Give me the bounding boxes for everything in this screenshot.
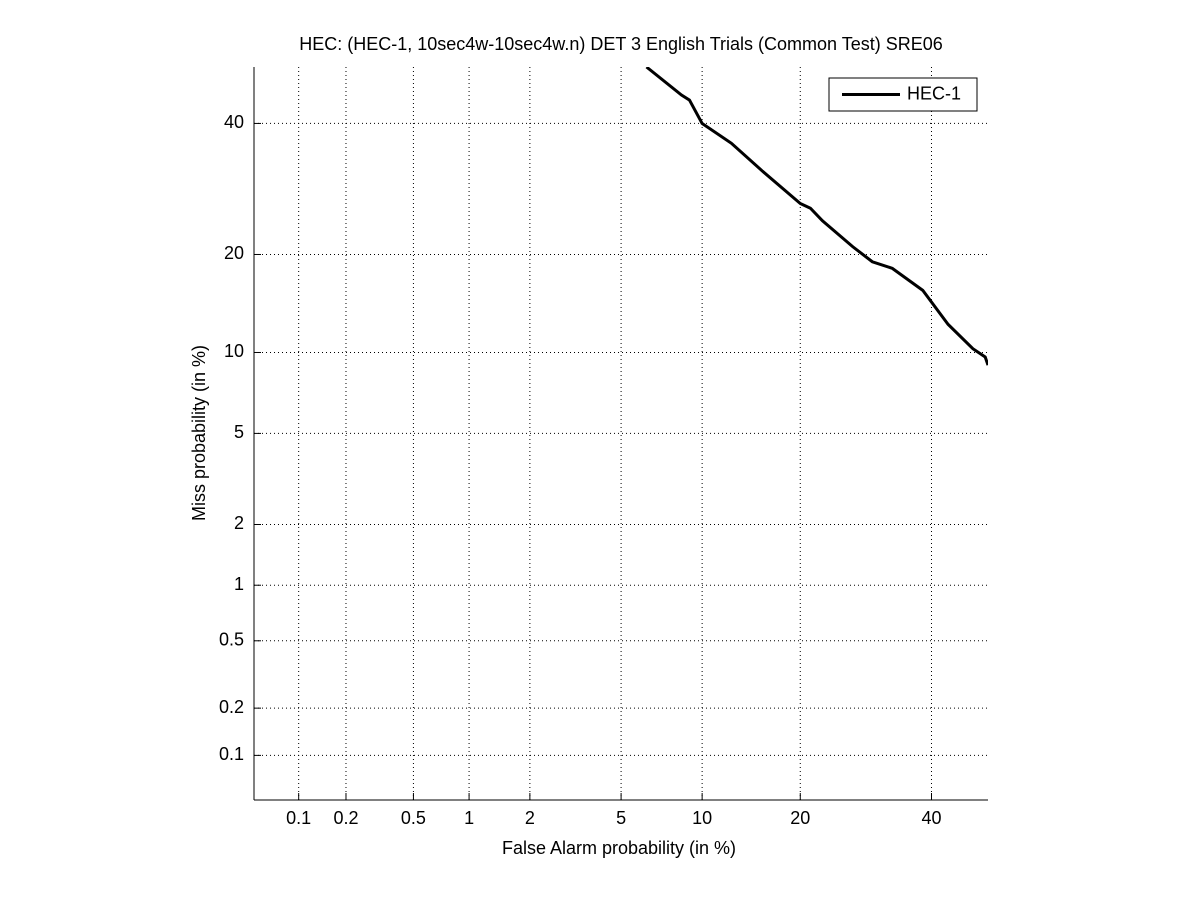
y-tick-label: 1 (234, 574, 244, 594)
legend-label: HEC-1 (907, 83, 961, 103)
x-axis-label: False Alarm probability (in %) (502, 838, 736, 858)
x-tick-label: 20 (790, 808, 810, 828)
y-tick-label: 0.5 (219, 630, 244, 650)
y-tick-label: 0.1 (219, 744, 244, 764)
x-tick-label: 5 (616, 808, 626, 828)
x-tick-label: 1 (464, 808, 474, 828)
chart-title: HEC: (HEC-1, 10sec4w-10sec4w.n) DET 3 En… (299, 34, 943, 54)
y-axis-label: Miss probability (in %) (189, 345, 209, 521)
x-tick-label: 0.1 (286, 808, 311, 828)
x-tick-label: 10 (692, 808, 712, 828)
y-tick-label: 5 (234, 422, 244, 442)
x-tick-label: 0.2 (333, 808, 358, 828)
x-tick-label: 40 (921, 808, 941, 828)
y-tick-label: 20 (224, 243, 244, 263)
series-line (645, 67, 988, 366)
y-tick-label: 40 (224, 112, 244, 132)
y-tick-label: 10 (224, 341, 244, 361)
y-tick-label: 2 (234, 513, 244, 533)
x-tick-label: 0.5 (401, 808, 426, 828)
x-tick-label: 2 (525, 808, 535, 828)
y-tick-label: 0.2 (219, 697, 244, 717)
